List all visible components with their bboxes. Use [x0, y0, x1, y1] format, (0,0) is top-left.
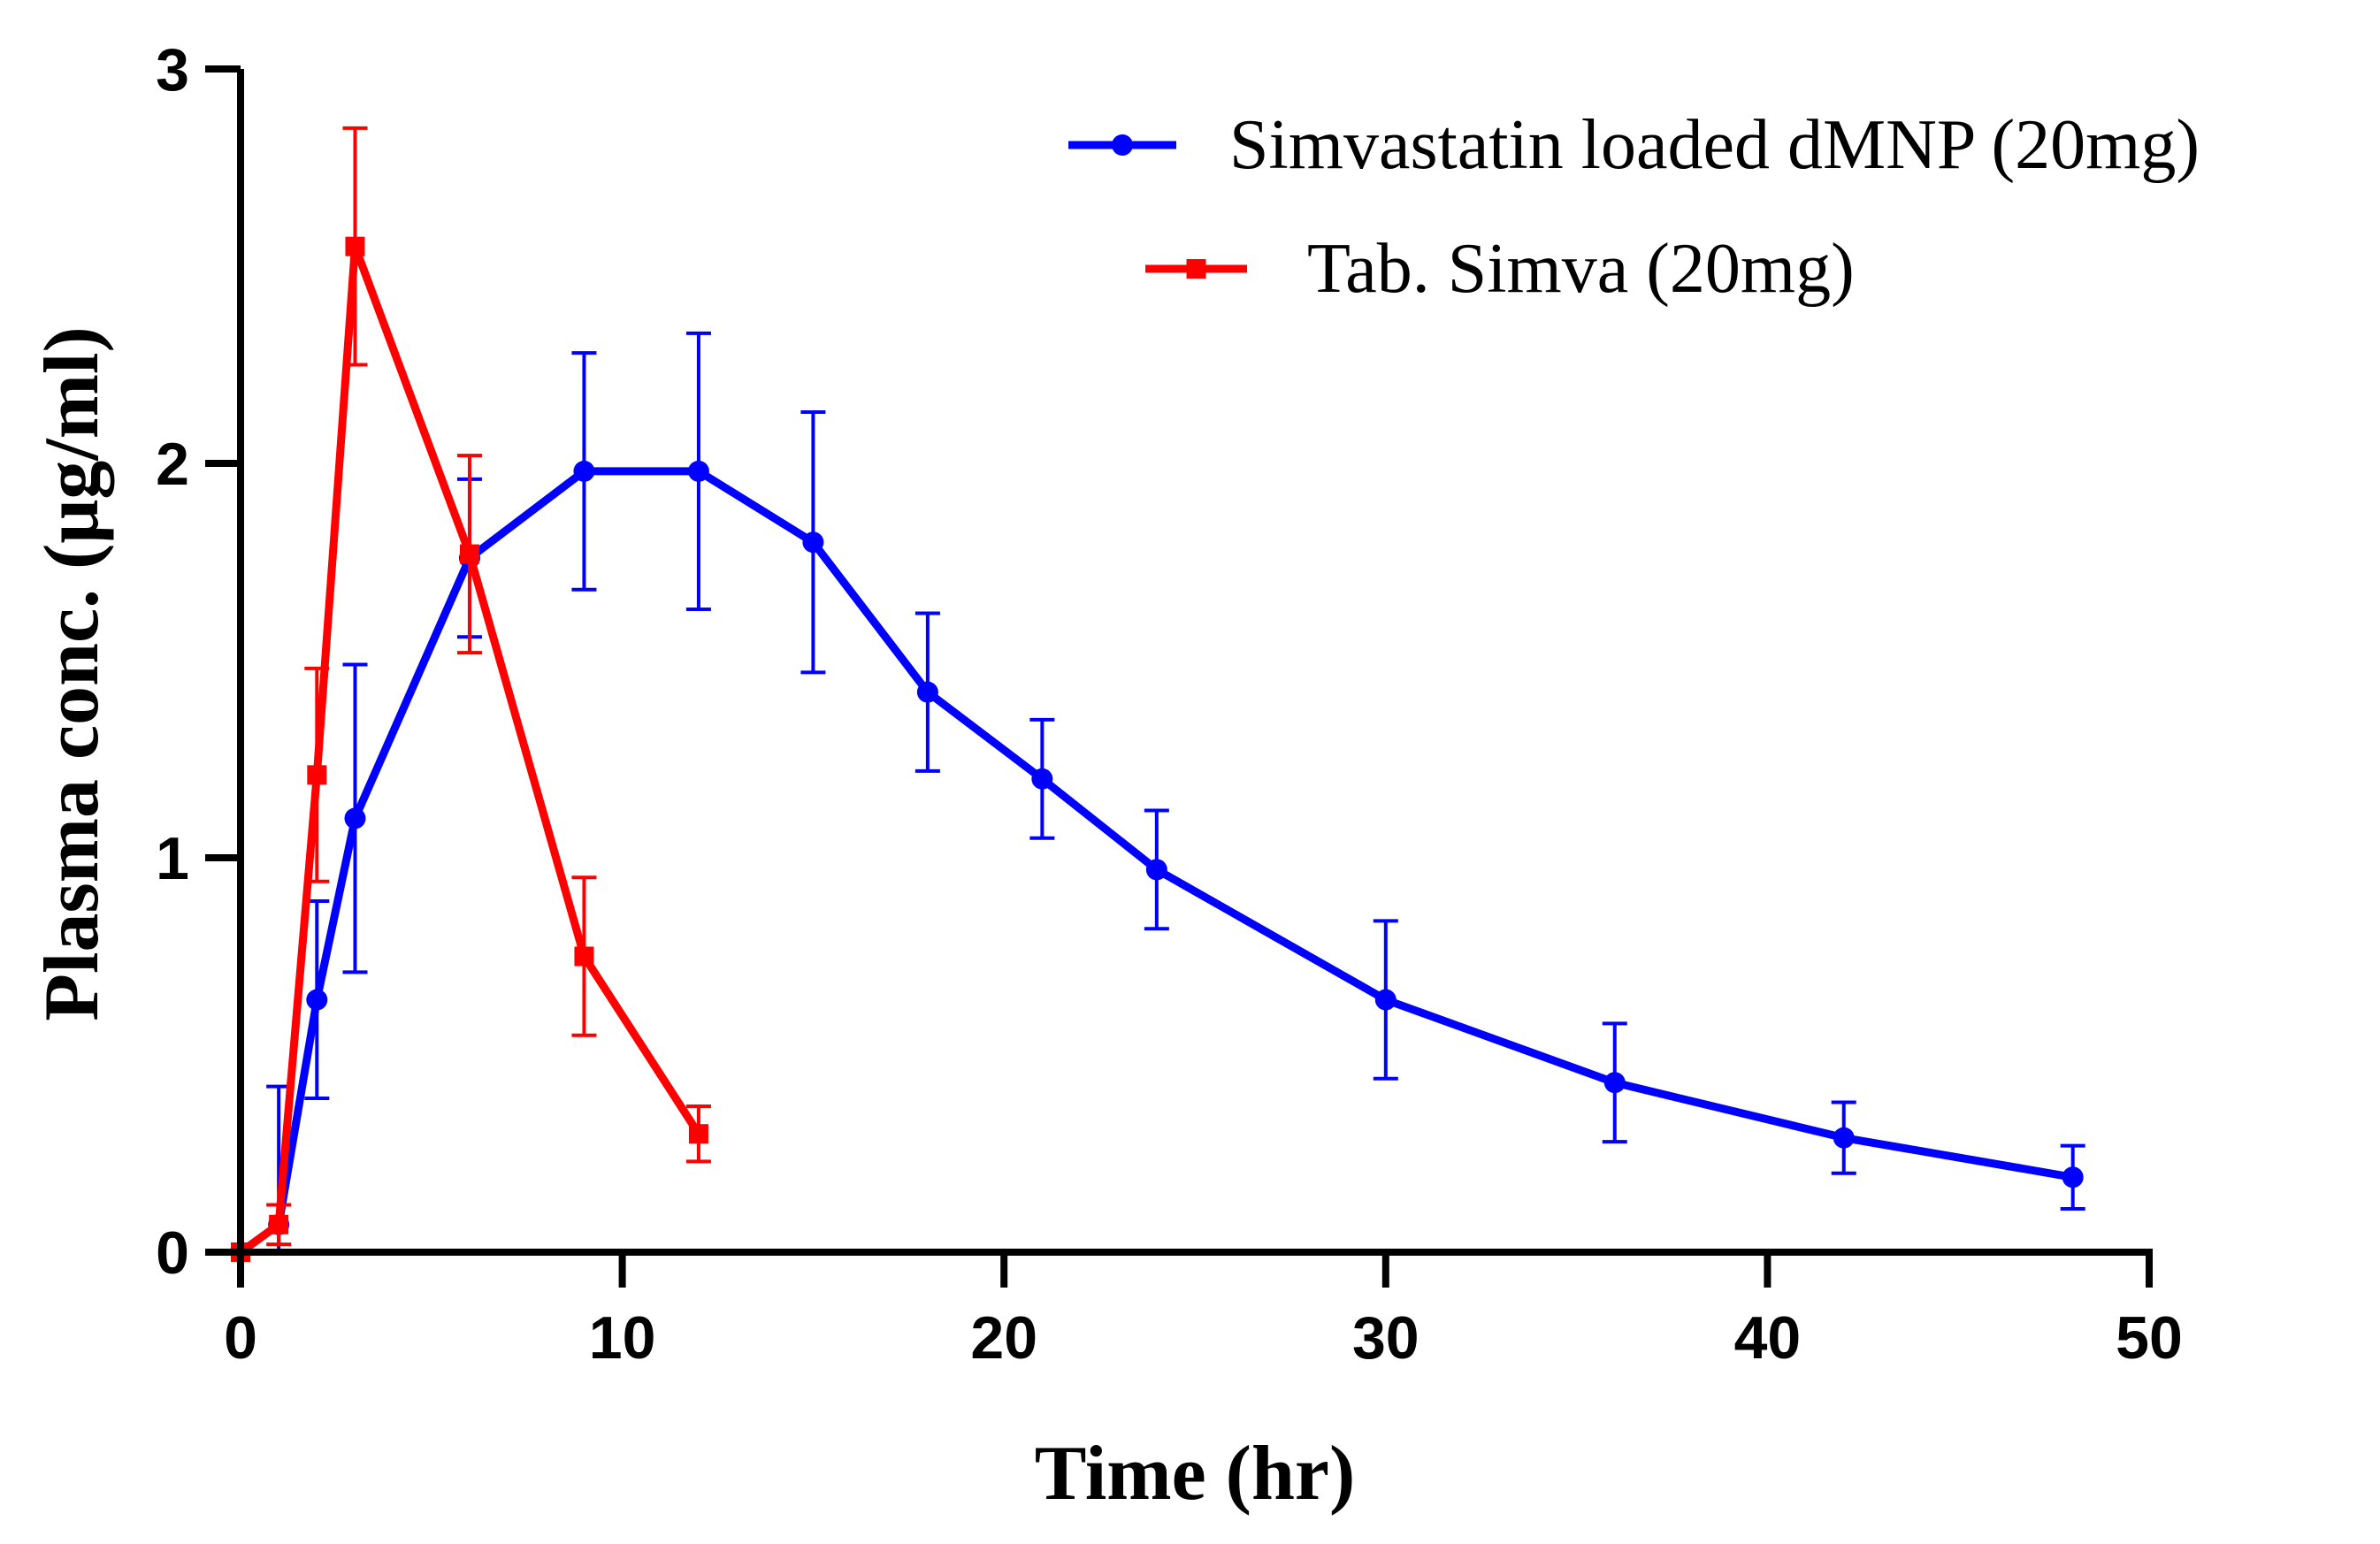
data-point [916, 681, 938, 703]
legend-marker [1186, 259, 1206, 279]
data-point [345, 236, 365, 256]
legend-item-1: Simvastatin loaded dMNP (20mg) [1068, 106, 2200, 184]
x-tick-label: 0 [224, 1304, 257, 1372]
axes: 0 1 2 3 0 10 20 30 40 50 [156, 36, 2183, 1372]
y-tick-label: 2 [156, 431, 189, 498]
y-tick-label: 1 [156, 825, 189, 892]
x-tick-label: 20 [970, 1304, 1037, 1372]
data-point [344, 807, 366, 829]
x-tick-label: 30 [1352, 1304, 1420, 1372]
series-line [238, 242, 702, 1256]
data-point [1374, 989, 1397, 1011]
x-axis-title: Time (hr) [1035, 1431, 1356, 1517]
legend-item-2: Tab. Simva (20mg) [1145, 230, 1855, 308]
x-tick-label: 50 [2116, 1304, 2183, 1372]
y-tick-label: 0 [156, 1219, 189, 1287]
data-point [802, 531, 824, 554]
data-point [307, 765, 327, 785]
data-point [269, 1214, 289, 1234]
data-point [1603, 1072, 1626, 1094]
data-point [573, 460, 595, 482]
data-point [1031, 768, 1053, 790]
legend-marker [1112, 134, 1133, 156]
data-point [1833, 1127, 1855, 1149]
data-point [459, 544, 479, 564]
x-tick-label: 40 [1734, 1304, 1802, 1372]
data-point [2062, 1166, 2084, 1189]
legend-label: Tab. Simva (20mg) [1307, 230, 1855, 308]
data-point [306, 989, 328, 1011]
data-point [687, 460, 709, 482]
data-point [1145, 859, 1167, 881]
series-layer [230, 126, 2085, 1263]
series-2 [231, 126, 711, 1262]
y-ticks: 0 1 2 3 [156, 36, 241, 1287]
y-tick-label: 3 [156, 36, 189, 103]
y-axis-title: Plasma conc. (μg/ml) [29, 326, 115, 1021]
legend: Simvastatin loaded dMNP (20mg) Tab. Simva… [1068, 106, 2200, 308]
data-point [574, 946, 594, 967]
x-tick-label: 10 [589, 1304, 656, 1372]
legend-label: Simvastatin loaded dMNP (20mg) [1229, 106, 2200, 184]
data-point [688, 1124, 708, 1144]
x-ticks: 0 10 20 30 40 50 [224, 1252, 2183, 1372]
series-1 [230, 331, 2085, 1263]
